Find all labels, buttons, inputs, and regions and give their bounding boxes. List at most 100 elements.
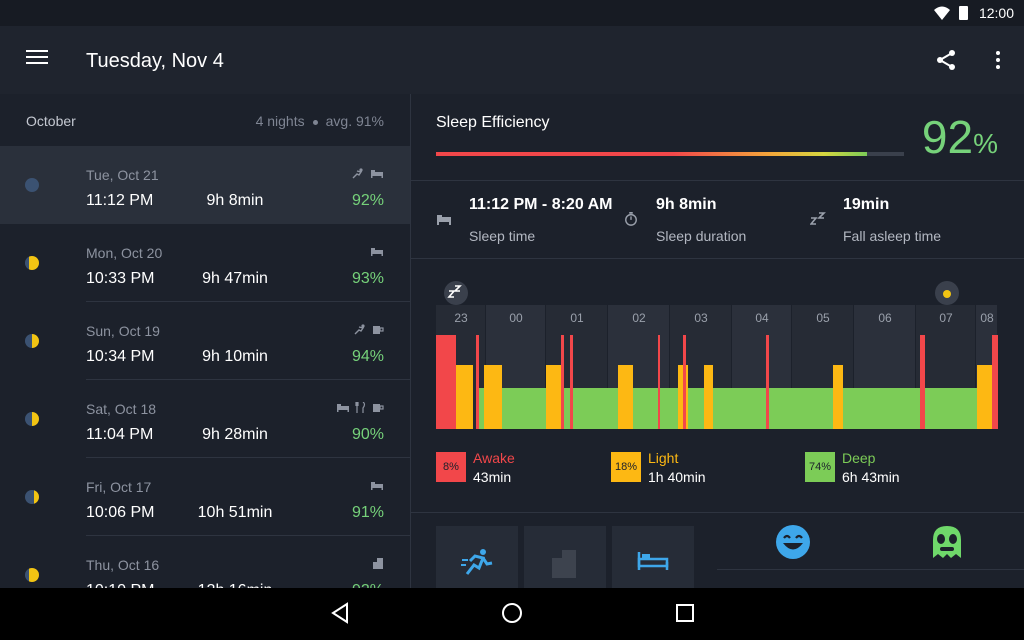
night-row[interactable]: Sun, Oct 19 10:34 PM 9h 10min 94% [0, 302, 410, 380]
moon-phase-icon [25, 490, 39, 504]
night-row[interactable]: Thu, Oct 16 10:10 PM 12h 16min 92% [0, 536, 410, 588]
stat-label: Sleep duration [656, 228, 747, 244]
x-tick-label: 03 [694, 311, 708, 325]
awake-segment [436, 335, 456, 429]
bed-icon [370, 170, 384, 182]
x-tick-label: 07 [939, 311, 953, 325]
clock: 12:00 [978, 5, 1014, 21]
tile-bed[interactable] [612, 526, 694, 588]
page-title: Tuesday, Nov 4 [86, 50, 224, 72]
night-tags [351, 168, 384, 182]
awake-segment [561, 335, 564, 429]
pane-divider [410, 94, 411, 588]
happy-face-icon[interactable] [775, 524, 811, 560]
moon-phase-icon [25, 412, 39, 426]
night-date: Sun, Oct 19 [86, 323, 160, 339]
food-icon [355, 401, 367, 416]
menu-icon[interactable] [26, 50, 48, 70]
efficiency-unit: % [973, 128, 998, 159]
x-tick-label: 08 [980, 311, 994, 325]
x-tick-label: 04 [755, 311, 769, 325]
tile-workout[interactable] [436, 526, 518, 588]
night-duration: 9h 8min [206, 192, 264, 209]
awake-segment [992, 335, 998, 429]
night-date: Thu, Oct 16 [86, 557, 160, 573]
system-nav-bar [0, 588, 1024, 640]
legend-percent: 74% [805, 452, 835, 482]
night-tags [370, 480, 384, 494]
night-date: Sat, Oct 18 [86, 401, 157, 417]
home-icon[interactable] [501, 602, 523, 624]
awake-segment [683, 335, 686, 429]
night-start: 11:12 PM [86, 192, 154, 209]
night-row[interactable]: Mon, Oct 20 10:33 PM 9h 47min 93% [0, 224, 410, 302]
efficiency-bar-fill [436, 152, 867, 156]
moon-phase-icon [25, 334, 39, 348]
night-list: October 4 nights avg. 91% Tue, Oct 21 11:… [0, 94, 410, 588]
x-tick-label: 05 [816, 311, 830, 325]
run-icon [353, 324, 367, 338]
night-efficiency: 91% [351, 504, 384, 521]
stat-value: 9h 8min [656, 196, 717, 213]
timer-icon [625, 212, 637, 226]
legend-time: 43min [473, 469, 512, 485]
night-tags [370, 246, 384, 260]
share-icon[interactable] [934, 48, 958, 72]
moon-phase-icon [25, 256, 39, 270]
run-icon [351, 168, 365, 182]
night-row[interactable]: Fri, Oct 17 10:06 PM 10h 51min 91% [0, 458, 410, 536]
bed-icon [637, 552, 669, 570]
tile-location[interactable] [524, 526, 606, 588]
bed-icon [370, 248, 384, 260]
night-start: 11:04 PM [86, 426, 154, 443]
wifi-icon [934, 6, 950, 20]
ghost-icon[interactable] [929, 524, 965, 560]
stat-value: 19min [843, 196, 890, 213]
month-summary: 4 nights avg. 91% [256, 113, 384, 129]
night-start: 10:10 PM [86, 582, 154, 588]
stat-label: Fall asleep time [843, 228, 942, 244]
x-tick-label: 02 [632, 311, 646, 325]
legend-name: Deep [842, 450, 876, 466]
bed-icon [437, 215, 451, 225]
back-icon[interactable] [330, 602, 350, 624]
legend-name: Awake [473, 450, 515, 466]
awake-segment [570, 335, 573, 429]
awake-segment [658, 335, 660, 429]
legend-percent: 8% [436, 452, 466, 482]
stat-label: Sleep time [469, 228, 536, 244]
light-segment [546, 365, 562, 429]
app-bar: Tuesday, Nov 4 [0, 26, 1024, 94]
building-icon [552, 550, 576, 578]
night-row[interactable]: Sat, Oct 18 11:04 PM 9h 28min 90% [0, 380, 410, 458]
more-vert-icon[interactable] [992, 50, 1004, 70]
night-date: Mon, Oct 20 [86, 245, 163, 261]
run-icon [461, 549, 493, 575]
light-segment [833, 365, 843, 429]
night-efficiency: 90% [351, 426, 384, 443]
bed-icon [336, 404, 350, 416]
night-efficiency: 93% [351, 270, 384, 287]
legend-time: 6h 43min [842, 469, 900, 485]
bed-icon [370, 482, 384, 494]
efficiency-value: 92% [922, 110, 998, 164]
x-tick-label: 00 [509, 311, 523, 325]
efficiency-bar [436, 152, 904, 156]
recents-icon[interactable] [675, 602, 695, 624]
night-efficiency: 94% [351, 348, 384, 365]
light-segment [704, 365, 713, 429]
night-tags [353, 324, 384, 338]
coffee-icon [372, 404, 384, 416]
coffee-icon [372, 326, 384, 338]
wake-up-icon [935, 281, 959, 305]
night-duration: 9h 47min [202, 270, 268, 287]
night-row[interactable]: Tue, Oct 21 11:12 PM 9h 8min 92% [0, 146, 410, 224]
night-start: 10:06 PM [86, 504, 155, 521]
legend-name: Light [648, 450, 679, 466]
x-tick-label: 06 [878, 311, 892, 325]
building-icon [372, 558, 384, 572]
night-start: 10:33 PM [86, 270, 155, 287]
awake-segment [920, 335, 925, 429]
light-segment [484, 365, 502, 429]
night-start: 10:34 PM [86, 348, 155, 365]
